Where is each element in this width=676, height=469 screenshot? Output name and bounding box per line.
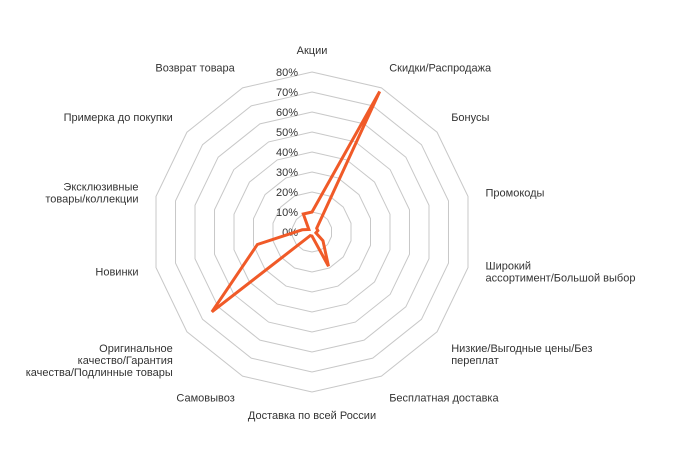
category-label: Широкий ассортимент/Большой выбор: [486, 261, 636, 285]
r-tick-label: 50%: [276, 127, 298, 139]
grid-ring-5: [214, 131, 410, 333]
r-tick-label: 20%: [276, 187, 298, 199]
category-label: Акции: [297, 45, 328, 57]
category-label: Возврат товара: [155, 63, 235, 75]
category-label: Доставка по всей России: [248, 410, 376, 422]
grid-ring-8: [155, 71, 469, 393]
grid-ring-7: [175, 91, 449, 373]
grid-ring-6: [194, 111, 430, 353]
grid-ring-3: [253, 171, 371, 293]
grid-ring-1: [292, 211, 332, 253]
r-tick-label: 70%: [276, 87, 298, 99]
category-label: Эксклюзивные товары/коллекции: [45, 181, 138, 205]
category-label: Низкие/Выгодные цены/Без переплат: [451, 343, 592, 367]
category-label: Примерка до покупки: [64, 112, 173, 124]
category-label: Бонусы: [451, 112, 489, 124]
grid-ring-2: [272, 191, 352, 273]
r-tick-label: 30%: [276, 167, 298, 179]
category-label: Промокоды: [486, 187, 545, 199]
category-label: Новинки: [95, 267, 138, 279]
series-line: [210, 90, 382, 313]
category-label: Самовывоз: [176, 392, 234, 404]
category-label: Скидки/Распродажа: [389, 63, 492, 75]
category-label: Бесплатная доставка: [389, 392, 499, 404]
radar-grid: [155, 71, 469, 393]
r-tick-label: 80%: [276, 67, 298, 79]
category-label: Оригинальное качество/Гарантия качества/По…: [26, 343, 173, 379]
r-tick-label: 10%: [276, 207, 298, 219]
grid-ring-4: [233, 151, 391, 313]
category-labels: Акции Скидки/Распродажа Бонусы Промокоды Шир…: [26, 45, 636, 422]
radial-axis-ticks: 0%10%20%30%40%50%60%70%80%: [276, 67, 298, 239]
r-tick-label: 60%: [276, 107, 298, 119]
r-tick-label: 40%: [276, 147, 298, 159]
series-layer: [210, 90, 382, 313]
